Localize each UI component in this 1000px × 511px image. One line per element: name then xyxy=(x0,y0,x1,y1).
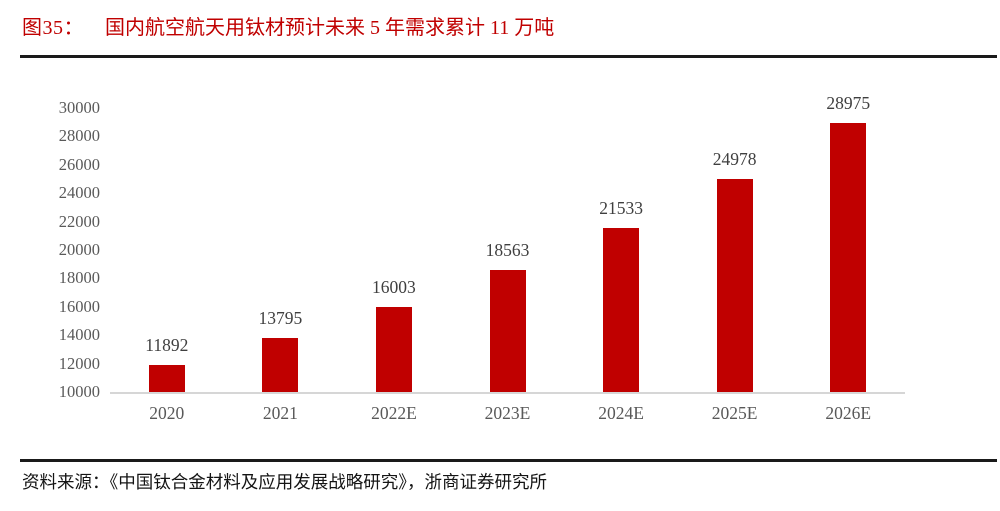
x-axis-label-2024E: 2024E xyxy=(598,403,644,423)
y-axis-tick-label: 18000 xyxy=(58,268,100,288)
y-axis-tick-label: 28000 xyxy=(58,126,100,146)
bar-2020 xyxy=(148,365,185,392)
y-axis-tick-label: 26000 xyxy=(58,154,100,174)
bar-value-label-2024E: 21533 xyxy=(599,198,643,219)
bottom-divider-line xyxy=(20,459,997,462)
y-axis-tick-label: 22000 xyxy=(58,211,100,231)
figure-title-text: 国内航空航天用钛材预计未来 5 年需求累计 11 万吨 xyxy=(105,17,555,39)
bar-2021 xyxy=(262,338,299,392)
figure-title: 图35： 国内航空航天用钛材预计未来 5 年需求累计 11 万吨 xyxy=(22,13,554,43)
bar-2023E xyxy=(489,270,526,392)
bar-2022E xyxy=(375,306,412,392)
y-axis-tick-label: 16000 xyxy=(58,296,100,316)
top-divider-line xyxy=(20,55,997,58)
bar-value-label-2026E: 28975 xyxy=(826,92,871,113)
x-axis-label-2025E: 2025E xyxy=(711,403,758,423)
y-axis-tick-label: 24000 xyxy=(58,183,100,203)
bar-2025E xyxy=(716,179,753,392)
x-axis-line xyxy=(110,392,905,394)
bar-2026E xyxy=(830,122,867,392)
y-axis-tick-label: 20000 xyxy=(58,240,100,259)
bar-value-label-2023E: 18563 xyxy=(485,240,530,261)
source-note: 资料来源：《中国钛合金材料及应用发展战略研究》，浙商证券研究所 xyxy=(22,472,547,492)
y-axis-tick-label: 10000 xyxy=(58,382,100,401)
bar-value-label-2022E: 16003 xyxy=(372,276,416,297)
y-axis-tick-label: 12000 xyxy=(58,353,100,373)
x-axis-label-2026E: 2026E xyxy=(825,403,872,423)
bar-value-label-2025E: 24978 xyxy=(712,149,757,170)
bar-chart: 10000 12000 14000 16000 18000 20000 22000 24000… xyxy=(0,85,1000,445)
x-axis-label-2022E: 2022E xyxy=(371,403,417,423)
y-axis-tick-label: 30000 xyxy=(58,98,100,117)
bar-value-label-2021: 13795 xyxy=(258,308,303,329)
x-axis-label-2023E: 2023E xyxy=(484,403,531,423)
x-axis-label-2020: 2020 xyxy=(149,403,185,423)
bar-2024E xyxy=(603,228,640,392)
figure-number-label: 图35： xyxy=(22,17,84,39)
x-axis-label-2021: 2021 xyxy=(262,403,298,423)
bar-value-label-2020: 11892 xyxy=(145,335,189,356)
y-axis-tick-label: 14000 xyxy=(58,325,100,345)
